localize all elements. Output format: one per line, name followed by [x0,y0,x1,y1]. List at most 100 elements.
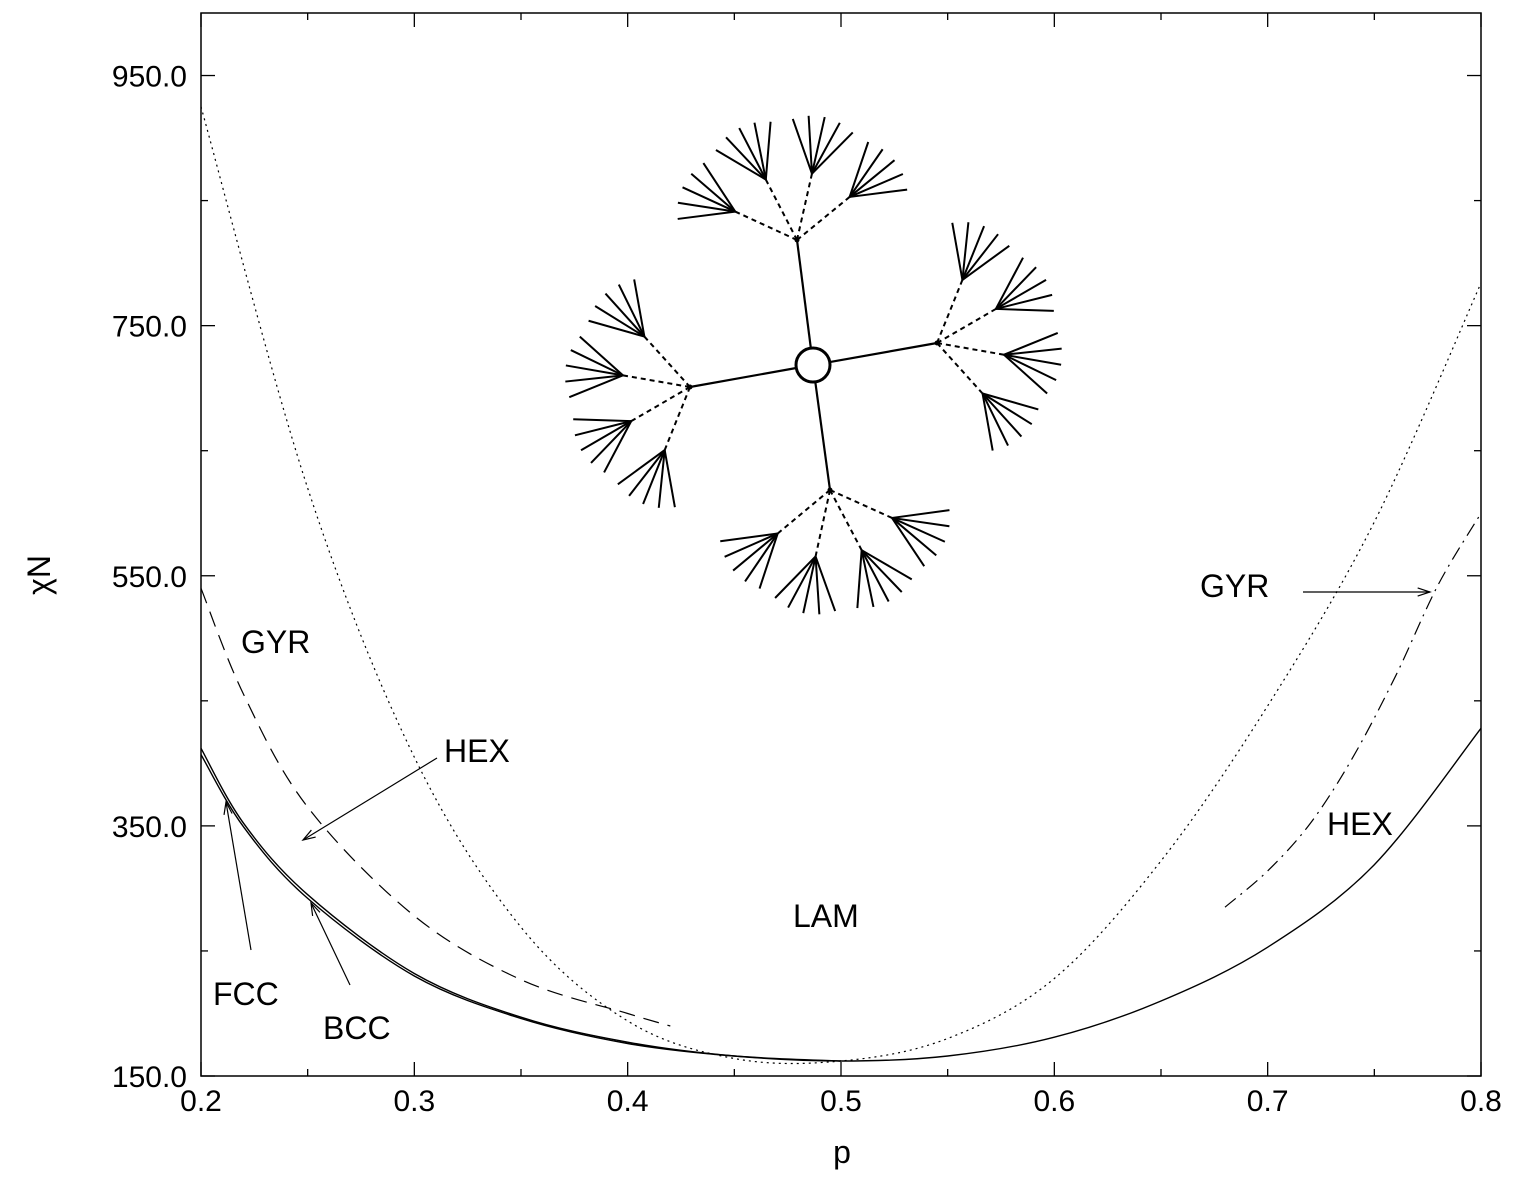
terminal-arm [848,159,896,198]
spacer-arm [796,196,851,241]
terminal-arm [642,449,666,505]
terminal-arm [814,556,837,612]
terminal-arm [982,392,1039,411]
hex-left-arrow [302,757,438,841]
terminal-arm [677,201,736,213]
terminal-arm [573,418,632,423]
terminal-arm [594,305,645,338]
terminal-arm [574,420,632,437]
spacer-arm [936,279,964,344]
terminal-arm [738,127,767,181]
terminal-arm [811,122,841,175]
label-hex-right: HEX [1327,806,1393,842]
terminal-arm [995,307,1054,312]
terminal-arm [682,186,736,213]
spacer-arm [936,308,997,344]
fcc-arrow [225,801,252,951]
terminal-arm [603,420,633,473]
x-tick-label: 0.4 [607,1085,649,1118]
terminal-arm [690,172,736,213]
label-fcc: FCC [213,976,279,1012]
terminal-arm [570,349,624,377]
terminal-arm [810,116,826,174]
y-tick-label: 350.0 [112,811,187,844]
axis-ticks [200,13,1482,1077]
terminal-arm [744,532,779,582]
y-tick-label: 750.0 [112,311,187,344]
series-line-1-solid [200,727,1482,1062]
spacer-arm [796,173,813,241]
terminal-arm [604,292,646,338]
spacer-arm [829,489,863,551]
terminal-arm [860,549,875,608]
gyr-right-arrow-head [1417,587,1432,597]
dendrimer-molecule-icon [565,115,1062,615]
terminal-arm [663,449,676,508]
terminal-arm [565,364,624,377]
y-tick-label: 950.0 [112,61,187,94]
terminal-arm [702,162,737,213]
terminal-arm [995,293,1053,310]
terminal-arm [1003,353,1057,382]
terminal-arm [617,284,646,338]
terminal-arm [981,393,1009,447]
y-tick-label: 550.0 [112,561,187,594]
terminal-arm [1003,353,1062,366]
terminal-arm [580,420,632,452]
x-tick-label: 0.3 [393,1085,435,1118]
terminal-arm [951,222,964,281]
terminal-arm [715,149,767,181]
bcc-arrow [310,902,351,986]
series-line-3-dashed [200,588,671,1027]
label-gyr-right: GYR [1200,568,1269,604]
series-line-5-dashdot [1224,512,1482,908]
y-tick-label: 150.0 [112,1061,187,1094]
terminal-arm [961,225,986,281]
spacer-arm [622,374,691,388]
terminal-arm [849,173,904,198]
spacer-arm [936,342,984,395]
terminal-arm [848,141,870,198]
core-arm [814,381,832,491]
fcc-arrow-head [223,800,233,815]
terminal-arm [814,556,821,615]
terminal-arm [848,148,884,198]
spacer-arm [764,179,798,241]
terminal-arm [588,319,645,338]
terminal-arm [628,449,666,497]
core-arm [795,239,812,349]
x-tick-label: 0.8 [1460,1085,1502,1118]
series-lines [200,106,1482,1065]
tick-labels: 0.2 0.3 0.4 0.5 0.6 0.7 0.8 150.0 350.0 550.0 750.… [112,61,1502,1118]
terminal-arm [860,549,903,593]
terminal-arm [994,257,1024,310]
terminal-arm [787,555,817,609]
spacer-arm [829,489,893,519]
terminal-arm [677,210,736,220]
core-circle [794,346,832,384]
spacer-arm [777,489,831,535]
hex-left-arrow-head [301,829,316,841]
terminal-arm [981,393,994,451]
terminal-arm [758,533,779,589]
terminal-arm [807,115,813,174]
spacer-arm [630,386,691,423]
annotation-arrows [223,587,1432,986]
terminal-arm [1003,347,1062,356]
x-tick-label: 0.7 [1247,1085,1289,1118]
terminal-arm [811,131,854,175]
terminal-arm [995,266,1037,310]
terminal-arm [802,556,817,614]
terminal-arm [568,374,624,399]
terminal-arm [579,335,624,377]
y-axis-label: χN [21,555,57,595]
terminal-arm [774,555,817,599]
spacer-arm [814,489,831,557]
terminal-arm [720,532,778,543]
terminal-arm [633,279,646,337]
series-line-4-dotted [200,106,1482,1065]
terminal-arm [856,550,863,609]
terminal-arm [725,136,767,181]
spacer-arm [734,210,798,241]
terminal-arm [860,549,890,602]
